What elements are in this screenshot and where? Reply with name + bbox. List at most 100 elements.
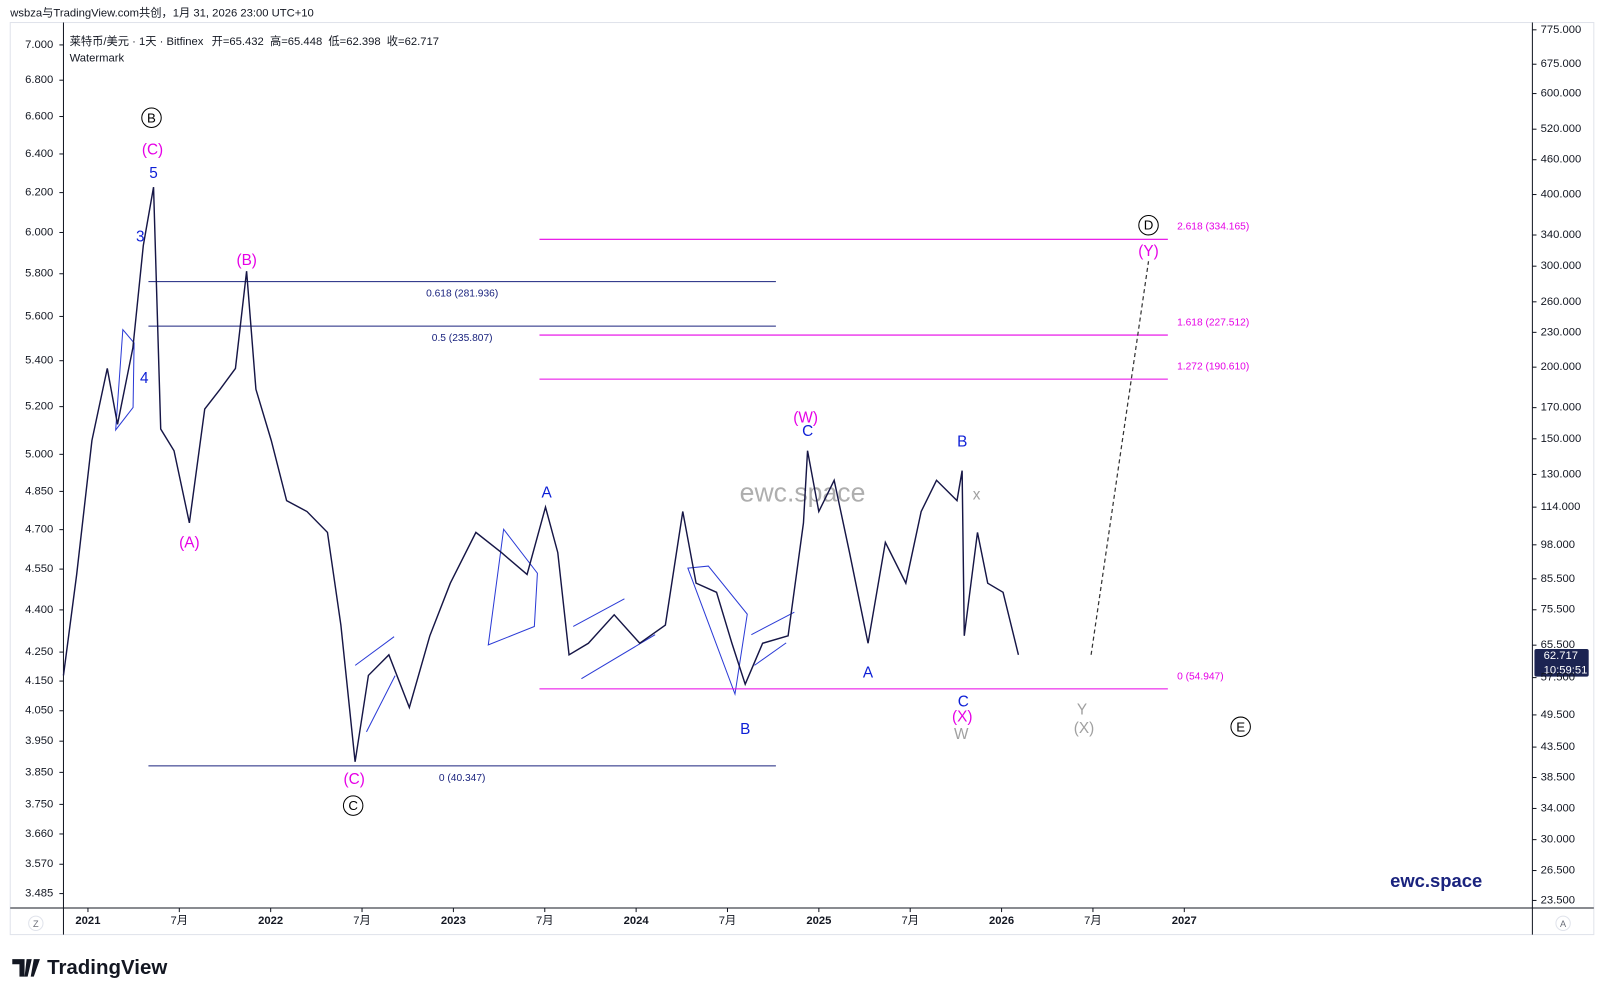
wave-circle: [342, 795, 364, 816]
y-tick-label: 38.500: [1541, 771, 1575, 783]
fib-label: 1.272 (190.610): [1177, 362, 1249, 373]
wave-label: E: [1236, 719, 1245, 734]
watermark-label: Watermark: [70, 52, 125, 64]
x-tick-label: 2027: [1172, 915, 1197, 927]
y2-tick-label: 3.850: [25, 766, 53, 778]
y-tick-label: 775.000: [1541, 24, 1582, 36]
ohlc-value: 62.717: [405, 36, 439, 48]
y-tick-label: 400.000: [1541, 189, 1582, 201]
scale-button-label[interactable]: Z: [33, 919, 39, 929]
scale-button-label[interactable]: A: [1560, 919, 1567, 929]
wave-label: x: [973, 487, 981, 504]
y2-tick-label: 3.485: [25, 888, 53, 900]
y2-tick-label: 6.600: [25, 110, 53, 122]
scale-button[interactable]: [1555, 915, 1571, 932]
y-tick-label: 260.000: [1541, 296, 1582, 308]
wave-circle: [141, 107, 162, 128]
wave-label: (X): [952, 709, 972, 726]
wave-label: A: [542, 484, 553, 501]
y-tick-label: 26.500: [1541, 864, 1575, 876]
y2-tick-label: 4.700: [25, 524, 53, 536]
y-tick-label: 340.000: [1541, 229, 1582, 241]
y-tick-label: 75.500: [1541, 604, 1575, 616]
wave-label: D: [1144, 218, 1154, 233]
wave-label: 3: [136, 229, 145, 246]
wave-label: (X): [1074, 720, 1094, 737]
fib-label: 0 (54.947): [1177, 671, 1224, 682]
wave-label: 5: [149, 165, 158, 182]
y-tick-label: 98.000: [1541, 539, 1575, 551]
fib-label: 1.618 (227.512): [1177, 317, 1249, 328]
x-tick-label: 7月: [1084, 915, 1102, 927]
x-tick-label: 2022: [258, 915, 283, 927]
y-tick-label: 114.000: [1541, 501, 1581, 513]
fib-label: 0 (40.347): [439, 773, 486, 784]
y2-tick-label: 6.200: [25, 187, 53, 199]
y2-tick-label: 3.750: [25, 798, 53, 810]
y-tick-label: 230.000: [1541, 326, 1582, 338]
wave-label: C: [348, 798, 358, 813]
ohlc-label: 开=: [212, 36, 230, 48]
y-tick-label: 34.000: [1541, 802, 1575, 814]
y2-tick-label: 7.000: [25, 39, 53, 51]
y2-tick-label: 6.400: [25, 148, 53, 160]
y-tick-label: 600.000: [1541, 88, 1582, 100]
wave-label: (Y): [1138, 243, 1158, 260]
y-tick-label: 49.500: [1541, 709, 1575, 721]
y2-tick-label: 5.600: [25, 310, 53, 322]
y2-tick-label: 4.400: [25, 604, 53, 616]
logo-text: TradingView: [47, 956, 167, 979]
y-tick-label: 675.000: [1541, 58, 1582, 70]
y2-tick-label: 5.000: [25, 448, 53, 460]
fib-label: 0.618 (281.936): [426, 289, 498, 300]
y2-tick-label: 3.950: [25, 735, 53, 747]
scale-button[interactable]: [28, 915, 44, 932]
y-tick-label: 65.500: [1541, 639, 1575, 651]
symbol: 莱特币/美元 · 1天 · Bitfinex: [70, 34, 204, 48]
ohlc-value: 65.432: [229, 36, 263, 48]
ohlc-value: 62.398: [346, 36, 380, 48]
fib-label: 0.5 (235.807): [432, 333, 493, 344]
wave-label: B: [147, 110, 156, 125]
last-price-tag: [1534, 648, 1589, 677]
watermark: ewc.space: [740, 477, 866, 507]
y2-tick-label: 4.250: [25, 646, 53, 658]
wave-label: (B): [236, 252, 256, 269]
y-tick-label: 150.000: [1541, 433, 1582, 445]
y-tick-label: 57.500: [1541, 672, 1575, 684]
y-tick-label: 520.000: [1541, 123, 1582, 135]
credit: wsbza与TradingView.com共创，1月 31, 2026 23:0…: [9, 6, 314, 19]
x-tick-label: 2024: [624, 915, 650, 927]
wave-label: B: [740, 721, 750, 738]
pattern-lines: [115, 328, 795, 733]
y2-tick-label: 5.200: [25, 401, 53, 413]
brand: ewc.space: [1390, 870, 1482, 891]
x-tick-label: 7月: [353, 915, 371, 927]
wave-label: 4: [140, 370, 149, 387]
projection-line: [1090, 261, 1150, 655]
y2-tick-label: 3.570: [25, 858, 53, 870]
x-tick-label: 2023: [441, 915, 466, 927]
wave-label: Y: [1077, 701, 1087, 718]
logo-icon: [12, 959, 40, 977]
y2-tick-label: 6.800: [25, 74, 53, 86]
y-tick-label: 200.000: [1541, 361, 1582, 373]
ohlc-label: 高=: [270, 34, 288, 48]
wave-circle: [1230, 716, 1251, 738]
fib-label: 2.618 (334.165): [1177, 222, 1249, 233]
y-tick-label: 170.000: [1541, 402, 1582, 414]
wave-label: C: [802, 423, 813, 440]
wave-label: A: [863, 665, 874, 682]
x-tick-label: 7月: [719, 915, 737, 927]
y-tick-label: 300.000: [1541, 260, 1582, 272]
y2-tick-label: 4.850: [25, 485, 53, 497]
y2-tick-label: 3.660: [25, 828, 53, 840]
x-tick-label: 7月: [536, 915, 554, 927]
x-tick-label: 2025: [806, 915, 831, 927]
wave-circle: [1138, 214, 1159, 236]
price-line: [62, 187, 1020, 762]
frame: [9, 22, 1595, 936]
x-tick-label: 7月: [901, 915, 919, 927]
